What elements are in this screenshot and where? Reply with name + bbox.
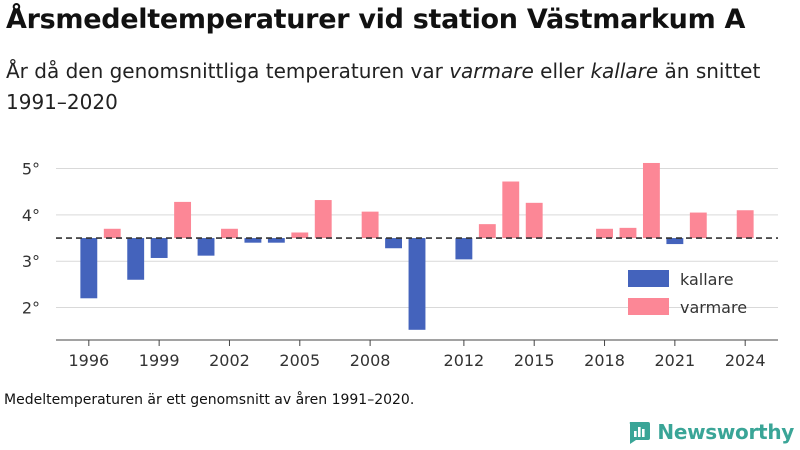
- y-tick-label: 3°: [22, 252, 40, 271]
- bar-varmare: [502, 181, 520, 239]
- bar-varmare: [736, 210, 754, 239]
- bar-kallare: [267, 238, 285, 243]
- bar-varmare: [103, 228, 121, 239]
- bar-varmare: [619, 227, 637, 239]
- chart-title: Årsmedeltemperaturer vid station Västmar…: [6, 4, 746, 35]
- bar-varmare: [596, 228, 613, 239]
- bar-kallare: [150, 238, 168, 258]
- bar-varmare: [314, 200, 332, 239]
- y-tick-label: 2°: [22, 299, 40, 318]
- chart-subtitle: År då den genomsnittliga temperaturen va…: [6, 56, 786, 118]
- subtitle-warmer: varmare: [449, 59, 534, 83]
- brand-logo[interactable]: Newsworthy: [627, 420, 794, 444]
- bar-kallare: [127, 238, 145, 280]
- bar-kallare: [408, 238, 426, 330]
- bar-kallare: [385, 238, 402, 249]
- subtitle-text-1: År då den genomsnittliga temperaturen va…: [6, 59, 450, 83]
- subtitle-colder: kallare: [590, 59, 659, 83]
- brand-name: Newsworthy: [657, 420, 794, 444]
- bar-kallare: [244, 238, 262, 243]
- subtitle-text-2: eller: [533, 59, 591, 83]
- bar-kallare: [455, 238, 473, 260]
- bar-varmare: [361, 211, 379, 239]
- legend-swatch-varmare: [628, 298, 669, 315]
- footnote: Medeltemperaturen är ett genomsnitt av å…: [4, 392, 415, 408]
- legend-label-kallare: kallare: [680, 270, 734, 289]
- y-tick-label: 5°: [22, 160, 40, 179]
- bar-kallare: [197, 238, 215, 256]
- bar-varmare: [174, 201, 192, 239]
- x-tick-label: 2008: [350, 351, 391, 370]
- bar-varmare: [642, 162, 660, 239]
- bar-varmare: [525, 202, 543, 239]
- bar-kallare: [80, 238, 98, 299]
- legend-label-varmare: varmare: [680, 298, 747, 317]
- newsworthy-logo-icon: [630, 422, 651, 444]
- x-tick-label: 2005: [279, 351, 320, 370]
- bar-varmare: [478, 224, 496, 239]
- x-tick-label: 2024: [725, 351, 766, 370]
- x-tick-label: 2021: [654, 351, 695, 370]
- bar-kallare: [666, 238, 684, 245]
- x-tick-label: 1996: [68, 351, 109, 370]
- bar-varmare: [221, 228, 238, 239]
- x-tick-label: 2012: [444, 351, 485, 370]
- x-tick-label: 2002: [209, 351, 250, 370]
- subtitle-text-3: än snittet 1991–2020: [6, 59, 761, 114]
- x-tick-label: 2018: [584, 351, 625, 370]
- bar-varmare: [291, 232, 309, 239]
- x-tick-label: 2015: [514, 351, 555, 370]
- legend-swatch-kallare: [628, 270, 669, 287]
- x-tick-label: 1999: [139, 351, 180, 370]
- y-tick-label: 4°: [22, 206, 40, 225]
- bar-varmare: [689, 212, 707, 239]
